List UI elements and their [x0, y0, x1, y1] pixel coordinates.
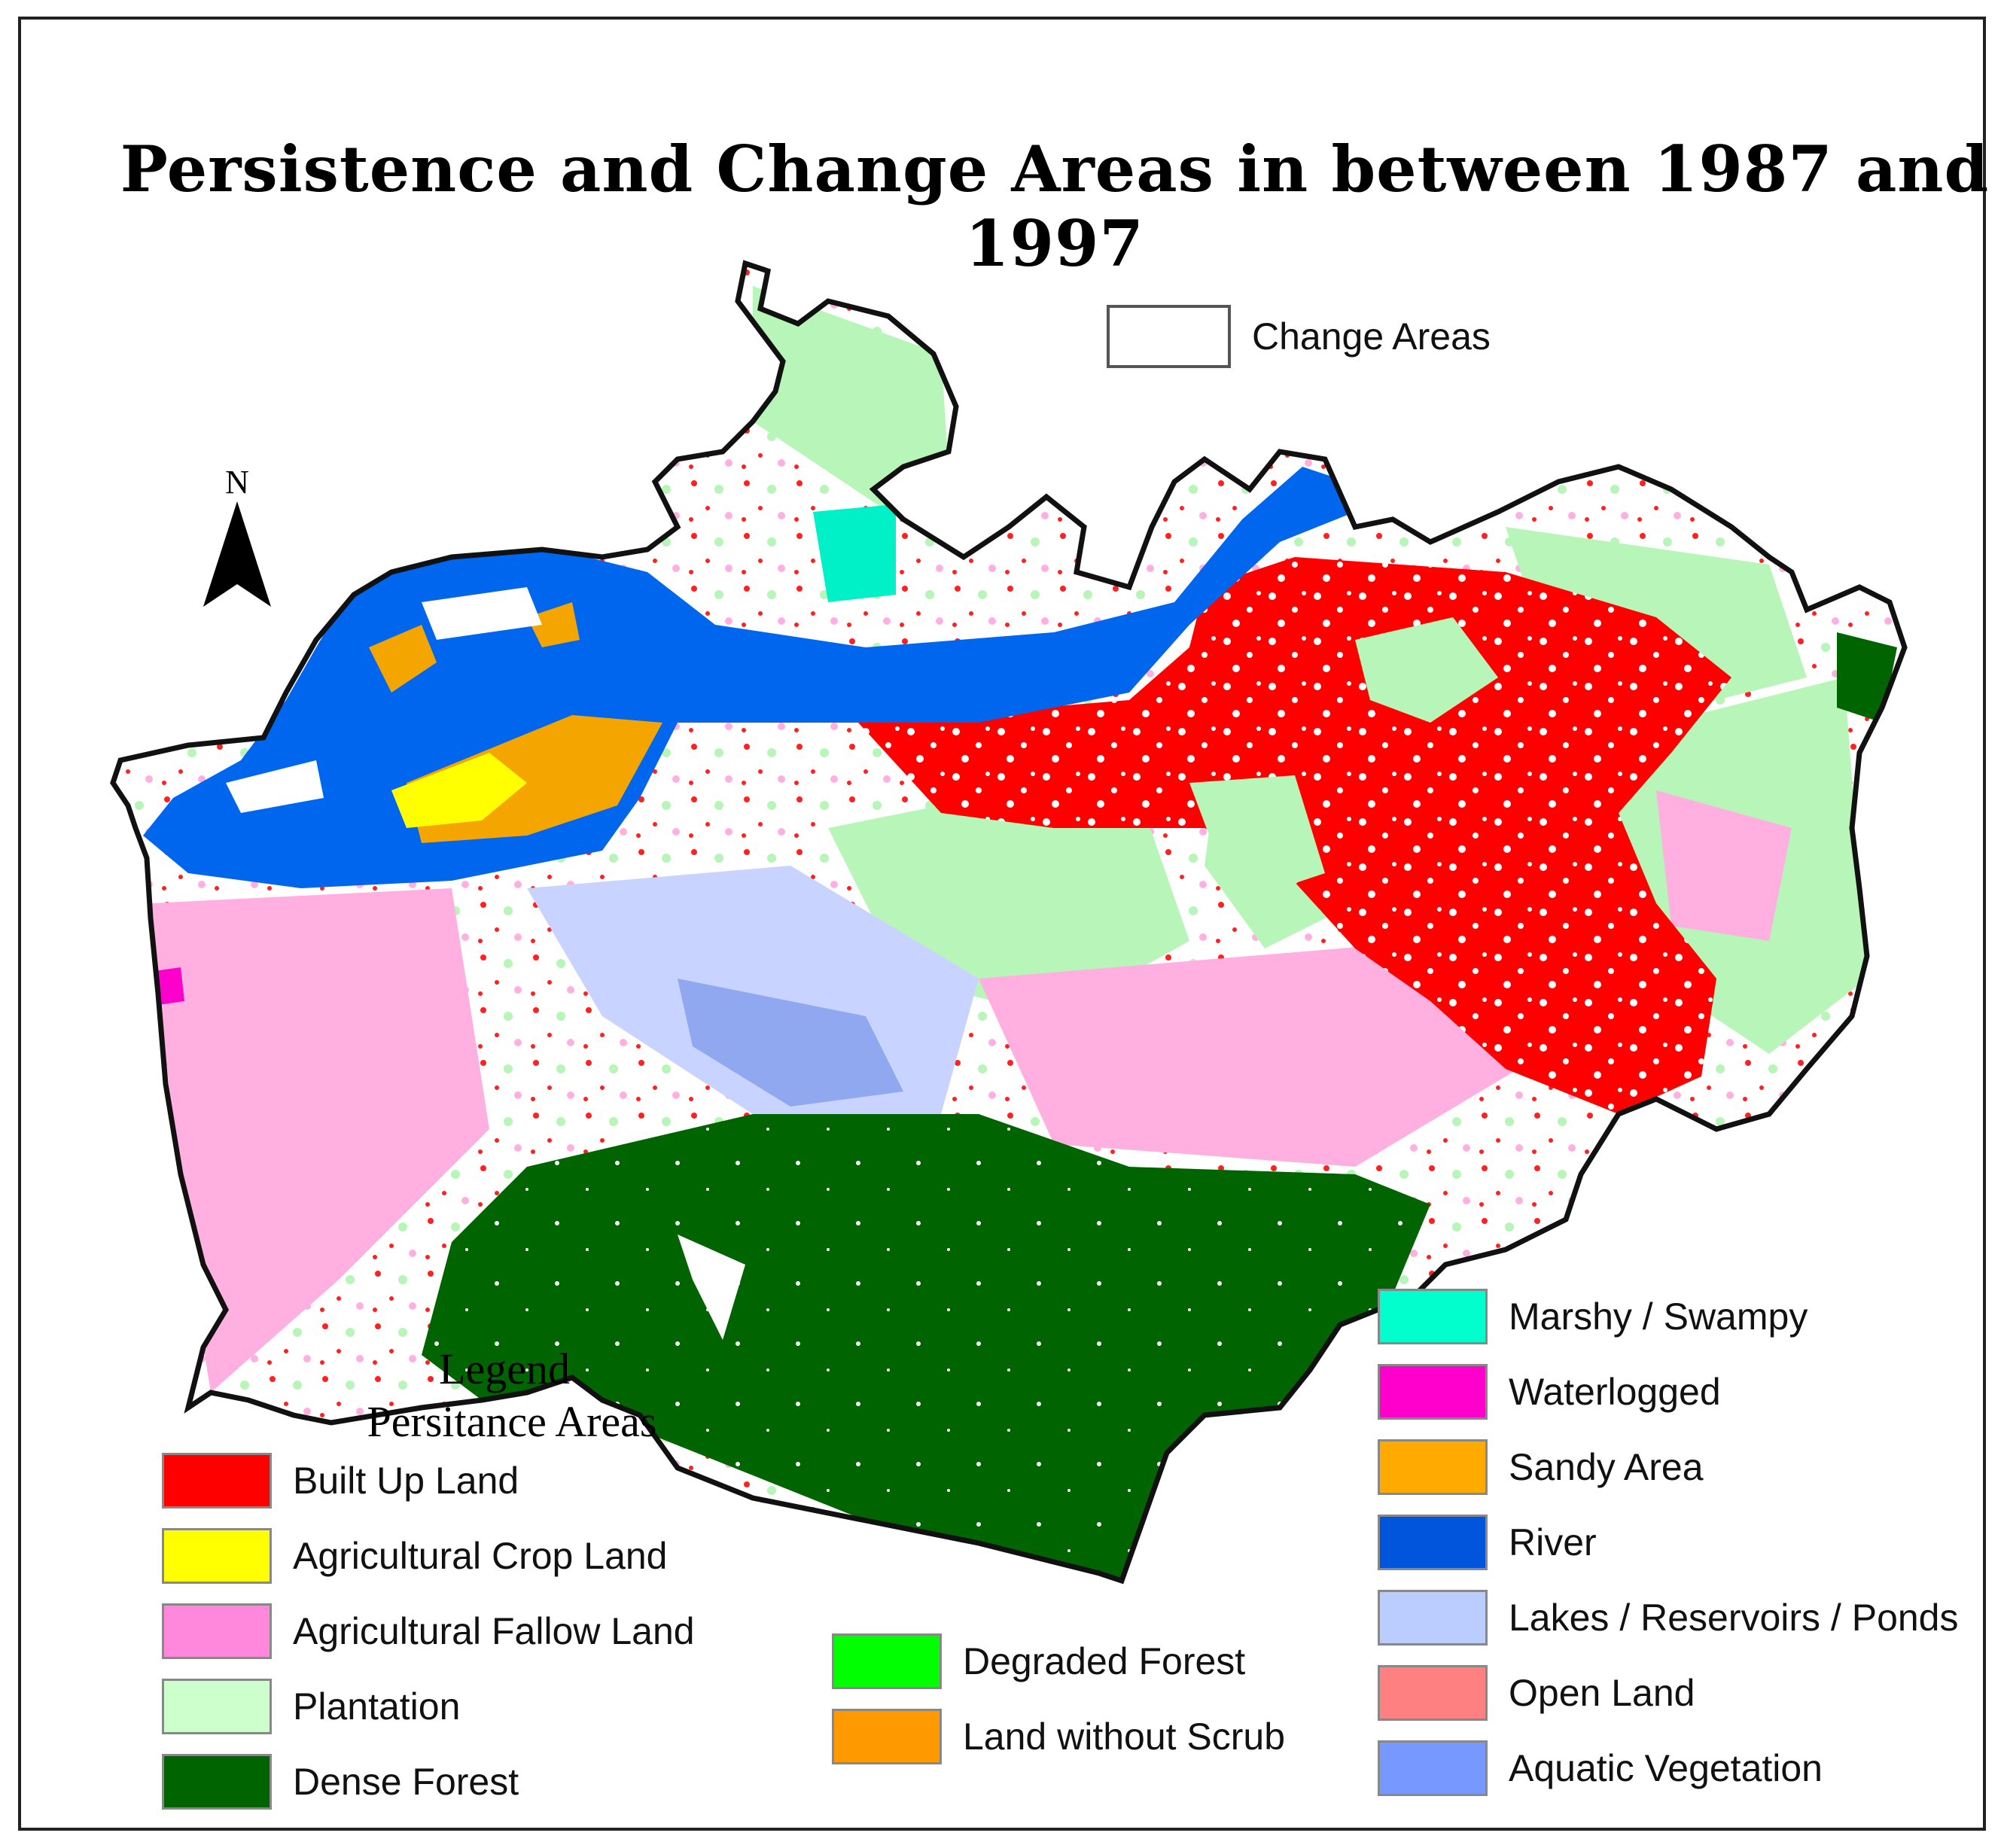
- legend-label: Agricultural Fallow Land: [293, 1610, 695, 1652]
- plantation-patch: [1355, 617, 1498, 723]
- legend-swatch: [832, 1633, 942, 1689]
- legend-label: Waterlogged: [1509, 1371, 1721, 1413]
- legend-heading: Legend: [439, 1344, 570, 1393]
- legend-swatch: [1378, 1590, 1488, 1646]
- legend-label: Marshy / Swampy: [1509, 1295, 1808, 1338]
- legend-item: Agricultural Fallow Land: [162, 1603, 695, 1659]
- legend-label: Open Land: [1509, 1672, 1695, 1714]
- north-label: N: [225, 464, 249, 501]
- legend-swatch: [162, 1754, 272, 1810]
- legend-item: River: [1378, 1515, 1597, 1570]
- change-areas-swatch: [1107, 305, 1231, 368]
- change-area-patch: [226, 760, 324, 813]
- legend-label: Plantation: [293, 1685, 461, 1728]
- legend-label: Lakes / Reservoirs / Ponds: [1509, 1597, 1959, 1639]
- legend-label: Degraded Forest: [963, 1640, 1246, 1682]
- change-area-patch: [678, 1235, 745, 1340]
- legend-swatch: [1378, 1289, 1488, 1344]
- north-arrow-icon: [203, 501, 271, 607]
- map-title: Persistence and Change Areas in between …: [120, 132, 1990, 281]
- legend-item: Waterlogged: [1378, 1364, 1721, 1420]
- dense-forest-area: [1837, 632, 1897, 723]
- legend-item: Plantation: [162, 1679, 460, 1734]
- legend-label: Agricultural Crop Land: [293, 1535, 668, 1577]
- legend-subheading: Persitance Areas: [367, 1397, 657, 1446]
- dense-forest-area: [422, 1114, 1430, 1581]
- legend-swatch: [1378, 1665, 1488, 1721]
- legend-swatch: [832, 1709, 942, 1764]
- legend-swatch: [162, 1679, 272, 1734]
- legend-label: Built Up Land: [293, 1460, 519, 1502]
- plantation-patch: [1189, 775, 1325, 903]
- legend-label: River: [1509, 1521, 1597, 1563]
- change-area-patch: [422, 587, 542, 640]
- legend-swatch: [162, 1528, 272, 1584]
- north-arrow: N: [203, 463, 271, 610]
- legend-item: Sandy Area: [1378, 1439, 1704, 1495]
- change-areas-label: Change Areas: [1252, 315, 1491, 358]
- legend-item: Dense Forest: [162, 1754, 519, 1810]
- legend-swatch: [162, 1603, 272, 1659]
- sandy-area-patch: [369, 625, 437, 693]
- legend-label: Aquatic Vegetation: [1509, 1747, 1823, 1789]
- legend-item: Agricultural Crop Land: [162, 1528, 668, 1584]
- legend-swatch: [1378, 1439, 1488, 1495]
- plantation-patch: [753, 286, 949, 512]
- marshy-patch: [813, 504, 896, 602]
- sandy-area-patch: [527, 602, 580, 647]
- change-areas-key: Change Areas: [1107, 305, 1491, 368]
- legend-item: Built Up Land: [162, 1453, 519, 1509]
- legend-item: Degraded Forest: [832, 1633, 1245, 1689]
- legend-item: Marshy / Swampy: [1378, 1289, 1808, 1344]
- legend-swatch: [1378, 1740, 1488, 1796]
- legend-label: Dense Forest: [293, 1761, 519, 1803]
- waterlogged-patch: [154, 967, 184, 1005]
- legend-label: Sandy Area: [1509, 1446, 1704, 1488]
- legend-swatch: [1378, 1364, 1488, 1420]
- aquatic-vegetation-patch: [678, 979, 903, 1107]
- legend-item: Land without Scrub: [832, 1709, 1285, 1764]
- legend-item: Aquatic Vegetation: [1378, 1740, 1823, 1796]
- fallow-land-patch: [979, 941, 1543, 1167]
- land-cover-layer: [113, 263, 1905, 1581]
- legend-item: Open Land: [1378, 1665, 1695, 1721]
- fallow-land-patch: [151, 888, 489, 1393]
- legend-swatch: [1378, 1515, 1488, 1570]
- crop-land-patch: [391, 753, 527, 828]
- fallow-land-patch: [1656, 790, 1792, 941]
- legend-swatch: [162, 1453, 272, 1509]
- legend-item: Lakes / Reservoirs / Ponds: [1378, 1590, 1959, 1646]
- legend-label: Land without Scrub: [963, 1716, 1286, 1758]
